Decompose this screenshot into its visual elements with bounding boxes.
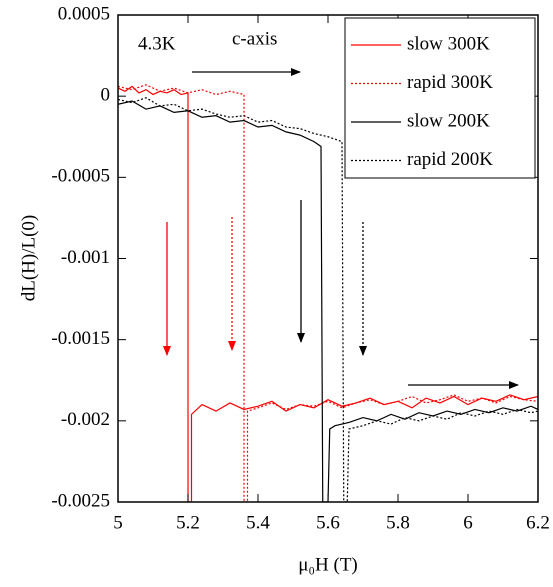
plot-area	[118, 84, 538, 502]
x-tick-label: 5.6	[316, 512, 340, 533]
x-axis-label: μ₀H (T)	[298, 554, 358, 575]
y-tick-label: -0.001	[61, 247, 110, 268]
annotation: c-axis	[232, 28, 277, 49]
x-tick-label: 5.2	[176, 512, 200, 533]
y-tick-label: -0.0025	[51, 490, 110, 511]
x-tick-label: 5.4	[246, 512, 270, 533]
x-tick-label: 5	[113, 512, 123, 533]
data-line	[118, 100, 538, 502]
x-tick-label: 6	[463, 512, 473, 533]
x-tick-label: 5.8	[386, 512, 410, 533]
legend-label: slow 300K	[407, 33, 490, 54]
y-axis-label: dL(H)/L(0)	[18, 215, 39, 302]
data-line	[118, 85, 538, 502]
y-tick-label: -0.002	[61, 409, 110, 430]
data-line	[118, 84, 538, 502]
y-tick-label: 0	[101, 85, 111, 106]
data-line	[118, 97, 538, 502]
arrows	[163, 68, 519, 389]
x-tick-label: 6.2	[526, 512, 550, 533]
legend-label: rapid 200K	[407, 149, 493, 170]
y-tick-label: -0.0005	[51, 166, 110, 187]
y-tick-label: -0.0015	[51, 328, 110, 349]
legend-label: slow 200K	[407, 110, 490, 131]
y-tick-label: 0.0005	[58, 3, 110, 24]
legend-label: rapid 300K	[407, 72, 493, 93]
annotation: 4.3K	[138, 33, 176, 54]
